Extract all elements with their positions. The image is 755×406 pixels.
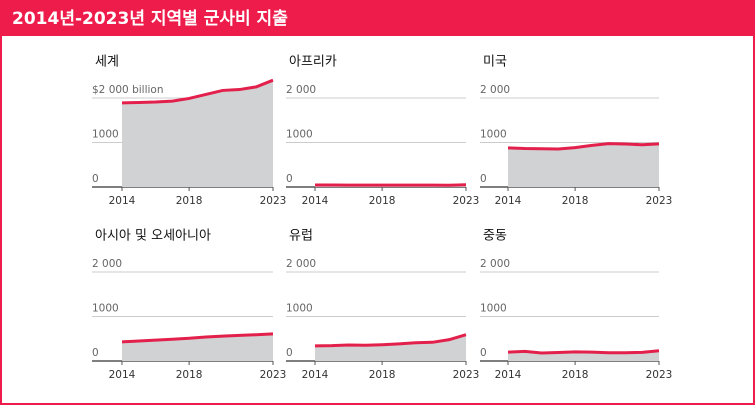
y-tick-label: 2 000: [286, 258, 316, 270]
y-tick-label: 0: [286, 173, 293, 185]
area-fill: [508, 143, 659, 187]
y-tick-label: 0: [286, 347, 293, 359]
x-tick-label: 2014: [109, 195, 136, 207]
area-line: [121, 78, 274, 105]
y-tick-label: 2 000: [92, 258, 122, 270]
y-tick-label: 0: [480, 347, 487, 359]
area-fill: [315, 334, 466, 361]
x-tick-label: 2018: [176, 195, 203, 207]
x-tick-label: 2018: [369, 195, 396, 207]
area-line: [507, 349, 660, 355]
y-tick-label: 1000: [92, 303, 119, 315]
area-fill: [122, 80, 273, 187]
x-tick-label: 2023: [260, 369, 287, 381]
x-tick-label: 2023: [646, 369, 673, 381]
panel-title: 세계: [95, 55, 119, 70]
x-tick-label: 2014: [302, 369, 329, 381]
y-tick-label: 1000: [92, 129, 119, 141]
y-tick-label: $2 000 billion: [92, 84, 164, 96]
y-tick-label: 2 000: [480, 258, 510, 270]
x-tick-label: 2014: [495, 195, 522, 207]
panel-title: 아프리카: [289, 55, 337, 70]
x-tick-label: 2014: [495, 369, 522, 381]
x-tick-label: 2014: [109, 369, 136, 381]
y-tick-label: 1000: [286, 303, 313, 315]
area-line: [314, 333, 467, 348]
header-bar: [0, 0, 755, 36]
x-tick-label: 2018: [369, 369, 396, 381]
panel-title: 유럽: [289, 229, 313, 244]
area-line: [507, 142, 660, 151]
x-tick-label: 2018: [176, 369, 203, 381]
panel-title: 미국: [483, 55, 507, 70]
x-tick-label: 2014: [302, 195, 329, 207]
area-line: [121, 332, 274, 344]
y-tick-label: 0: [92, 347, 99, 359]
panel-title: 아시아 및 오세아니아: [95, 229, 211, 244]
x-tick-label: 2023: [453, 369, 480, 381]
y-tick-label: 2 000: [286, 84, 316, 96]
x-tick-label: 2018: [562, 369, 589, 381]
y-tick-label: 1000: [286, 129, 313, 141]
y-tick-label: 0: [480, 173, 487, 185]
y-tick-label: 2 000: [480, 84, 510, 96]
x-tick-label: 2023: [646, 195, 673, 207]
y-tick-label: 0: [92, 173, 99, 185]
x-tick-label: 2023: [453, 195, 480, 207]
panel-title: 중동: [483, 229, 507, 244]
y-tick-label: 1000: [480, 303, 507, 315]
x-tick-label: 2018: [562, 195, 589, 207]
y-tick-label: 1000: [480, 129, 507, 141]
header-title: 2014년-2023년 지역별 군사비 지출: [12, 9, 288, 29]
x-tick-label: 2023: [260, 195, 287, 207]
